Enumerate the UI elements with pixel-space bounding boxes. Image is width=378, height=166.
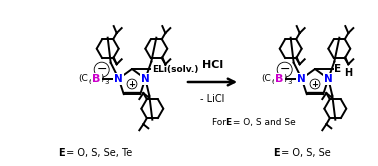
Text: 5: 5 xyxy=(281,79,285,85)
Text: N: N xyxy=(141,74,150,84)
Text: −: − xyxy=(279,63,290,76)
Text: N: N xyxy=(114,74,123,84)
Text: = O, S, Se: = O, S, Se xyxy=(278,148,331,158)
Text: 6: 6 xyxy=(272,79,276,85)
Text: −: − xyxy=(96,63,107,76)
Text: E: E xyxy=(334,64,341,74)
Text: E: E xyxy=(273,148,280,158)
Text: = O, S, Se, Te: = O, S, Se, Te xyxy=(63,148,132,158)
Text: F: F xyxy=(276,74,281,83)
Text: 6: 6 xyxy=(89,79,93,85)
Text: E: E xyxy=(225,118,231,127)
Text: ELi(solv.): ELi(solv.) xyxy=(152,65,198,74)
Text: E: E xyxy=(58,148,65,158)
Text: B: B xyxy=(276,74,284,84)
Text: N: N xyxy=(324,74,333,84)
Text: For: For xyxy=(212,118,229,127)
Text: 3: 3 xyxy=(288,79,292,85)
Text: (C: (C xyxy=(261,74,271,83)
Text: H: H xyxy=(344,68,352,78)
Text: B: B xyxy=(93,74,101,84)
Text: = O, S and Se: = O, S and Se xyxy=(230,118,296,127)
Text: 5: 5 xyxy=(98,79,102,85)
Text: 3: 3 xyxy=(105,79,109,85)
Text: ): ) xyxy=(284,74,287,83)
Text: HCl: HCl xyxy=(202,60,223,70)
Text: (C: (C xyxy=(78,74,88,83)
Text: +: + xyxy=(129,80,135,88)
Text: +: + xyxy=(311,80,319,88)
Text: N: N xyxy=(297,74,306,84)
Text: ): ) xyxy=(101,74,104,83)
Text: F: F xyxy=(93,74,98,83)
Text: - LiCl: - LiCl xyxy=(200,94,225,104)
